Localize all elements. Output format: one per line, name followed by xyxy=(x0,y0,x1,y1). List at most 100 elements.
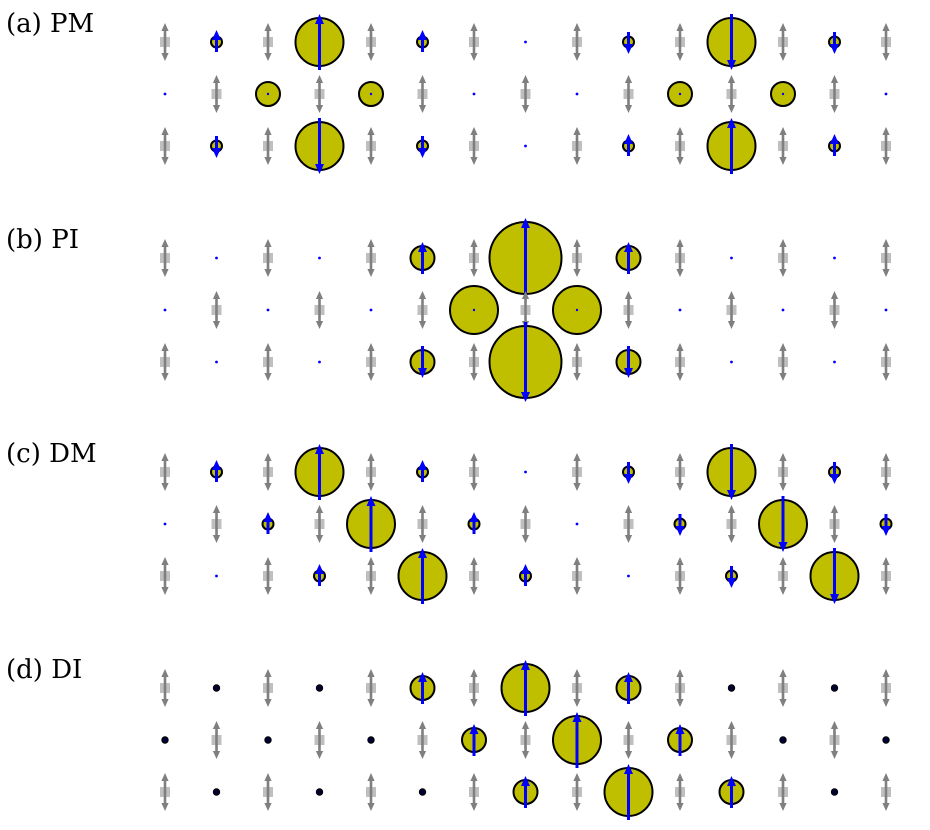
lattice-row xyxy=(160,118,891,174)
spin-site xyxy=(778,343,788,381)
spin-site xyxy=(572,343,582,381)
spin-site xyxy=(778,669,788,707)
charge-site xyxy=(294,444,345,500)
spin-site xyxy=(314,291,325,329)
spin-site xyxy=(469,453,479,491)
spin-site xyxy=(160,239,170,277)
spin-site xyxy=(881,773,891,811)
lattice-row xyxy=(161,712,890,768)
panel-label: (d) DI xyxy=(6,655,82,685)
spin-site xyxy=(675,343,685,381)
charge-site xyxy=(313,564,326,586)
spin-site xyxy=(160,773,170,811)
spin-site xyxy=(778,23,788,61)
spin-site xyxy=(366,23,376,61)
charge-site xyxy=(264,736,272,744)
charge-site xyxy=(163,92,167,96)
charge-site xyxy=(488,322,563,402)
spin-site xyxy=(366,239,376,277)
spin-site xyxy=(572,557,582,595)
spin-site xyxy=(520,721,531,759)
charge-site xyxy=(500,660,551,716)
lattice-row xyxy=(163,285,888,335)
charge-site xyxy=(779,736,787,744)
lattice-row xyxy=(160,548,891,604)
charge-site xyxy=(367,736,375,744)
spin-site xyxy=(160,557,170,595)
charge-site xyxy=(552,712,602,768)
lattice-row xyxy=(163,496,893,552)
charge-site xyxy=(315,684,324,692)
lattice-row xyxy=(160,14,891,70)
panel-b: (b) PI xyxy=(6,218,891,402)
spin-site xyxy=(572,453,582,491)
spin-site xyxy=(829,291,840,329)
spin-site xyxy=(469,773,479,811)
spin-site xyxy=(314,721,325,759)
spin-site xyxy=(778,453,788,491)
panel-a: (a) PM xyxy=(6,9,891,174)
spin-site xyxy=(469,239,479,277)
spin-site xyxy=(160,127,170,165)
spin-site xyxy=(881,239,891,277)
spin-site xyxy=(829,505,840,543)
charge-site xyxy=(830,788,839,796)
charge-site xyxy=(524,470,527,474)
spin-site xyxy=(778,239,788,277)
spin-site xyxy=(675,127,685,165)
charge-site xyxy=(524,144,527,148)
charge-site xyxy=(255,81,281,107)
charge-site xyxy=(727,684,736,692)
spin-site xyxy=(881,23,891,61)
charge-site xyxy=(161,736,169,744)
lattice-row xyxy=(160,764,891,820)
charge-site xyxy=(575,92,579,96)
charge-site xyxy=(575,522,579,526)
spin-site xyxy=(520,505,531,543)
spin-site xyxy=(366,669,376,707)
charge-site xyxy=(488,218,563,298)
charge-site xyxy=(416,136,429,158)
charge-site xyxy=(163,308,167,312)
charge-site xyxy=(879,514,893,536)
charge-site xyxy=(416,460,429,482)
charge-site xyxy=(828,32,841,54)
spin-site xyxy=(160,343,170,381)
lattice-row xyxy=(160,444,891,500)
charge-site xyxy=(266,308,270,312)
spin-site xyxy=(366,557,376,595)
charge-site xyxy=(603,764,654,820)
spin-site xyxy=(469,127,479,165)
charge-site xyxy=(667,81,693,107)
charge-site xyxy=(552,285,602,335)
charge-site xyxy=(884,92,888,96)
spin-site xyxy=(675,669,685,707)
charge-site xyxy=(318,360,321,364)
charge-site xyxy=(828,134,841,156)
charge-site xyxy=(215,360,218,364)
charge-site xyxy=(210,136,223,158)
charge-site xyxy=(706,14,757,70)
charge-site xyxy=(615,346,642,378)
spin-site xyxy=(778,557,788,595)
charge-site xyxy=(358,81,384,107)
spin-site xyxy=(314,75,325,113)
charge-site xyxy=(615,672,642,704)
spin-site xyxy=(778,773,788,811)
charge-site xyxy=(781,308,785,312)
spin-site xyxy=(572,669,582,707)
charge-site xyxy=(461,724,487,756)
spin-site xyxy=(417,721,428,759)
spin-site xyxy=(623,505,634,543)
spin-site xyxy=(623,291,634,329)
spin-site xyxy=(211,721,222,759)
lattice-row xyxy=(163,75,888,113)
charge-site xyxy=(369,308,373,312)
spin-site xyxy=(469,669,479,707)
charge-site xyxy=(622,462,635,484)
spin-site xyxy=(881,669,891,707)
spin-site xyxy=(160,23,170,61)
lattice-row xyxy=(160,322,891,402)
charge-site xyxy=(418,788,427,796)
